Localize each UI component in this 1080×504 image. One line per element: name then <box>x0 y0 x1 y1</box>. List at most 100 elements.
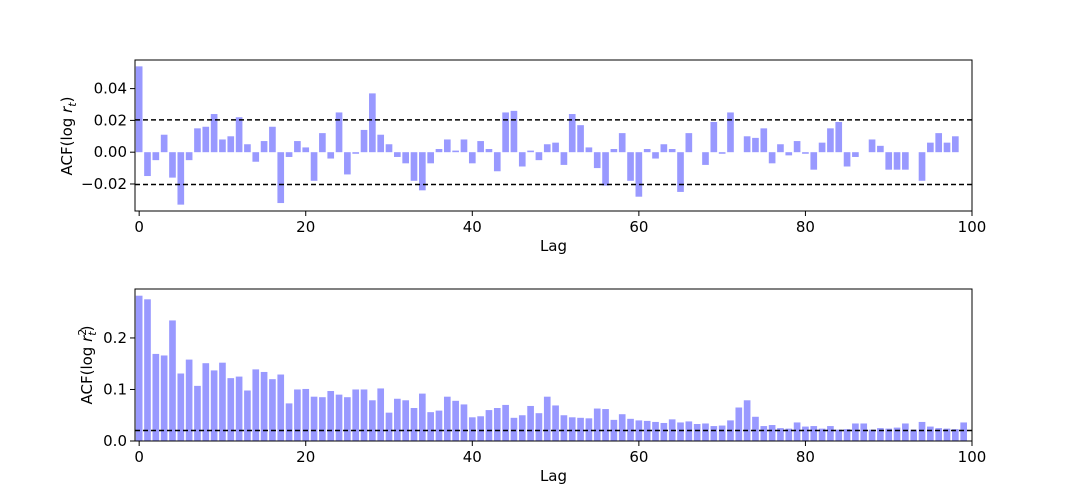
acf-bar-lag-7 <box>194 128 201 153</box>
acf-bar-lag-88 <box>868 139 876 153</box>
acf-bar-lag-73 <box>743 136 751 153</box>
acf-bar-lag-6 <box>185 359 193 441</box>
acf-bar-lag-38 <box>452 400 459 441</box>
acf-bar-lag-96 <box>935 133 943 153</box>
acf-bar-lag-57 <box>610 419 618 441</box>
acf-bar-lag-81 <box>810 152 818 170</box>
acf-bar-lag-39 <box>460 139 468 153</box>
acf-bar-lag-67 <box>693 424 701 441</box>
acf-bar-lag-81 <box>810 426 818 441</box>
acf-bar-lag-98 <box>952 429 959 441</box>
acf-bar-lag-87 <box>860 423 868 441</box>
acf-bar-lag-52 <box>568 114 576 153</box>
acf-bar-lag-40 <box>468 152 476 164</box>
acf-bar-lag-39 <box>460 404 468 441</box>
acf-bar-lag-88 <box>868 429 876 441</box>
acf-bar-lag-45 <box>510 417 518 441</box>
acf-bar-lag-0 <box>135 295 143 441</box>
acf-bar-lag-9 <box>210 114 218 153</box>
acf-bar-lag-71 <box>727 112 734 153</box>
acf-bar-lag-99 <box>960 422 967 441</box>
acf-bar-lag-1 <box>144 299 151 441</box>
x-axis-label: Lag <box>540 237 567 255</box>
acf-bar-lag-5 <box>177 373 185 441</box>
acf-bar-lag-91 <box>893 427 901 441</box>
acf-bar-lag-3 <box>160 134 168 153</box>
acf-bar-lag-75 <box>760 128 768 153</box>
acf-bar-lag-7 <box>194 385 201 441</box>
acf-bar-lag-80 <box>802 152 809 154</box>
acf-bar-lag-24 <box>335 394 343 441</box>
acf-bar-lag-0 <box>135 66 143 153</box>
acf-log-squared-returns-panel: 0 20 40 60 80 100 0.0 0.1 0.2 Lag ACF(log r2t) <box>76 288 986 485</box>
acf-bar-lag-27 <box>360 129 368 153</box>
acf-bar-lag-42 <box>485 149 493 153</box>
acf-bar-lag-49 <box>543 396 551 441</box>
acf-bar-lag-6 <box>185 152 193 161</box>
acf-bar-lag-36 <box>435 410 443 441</box>
acf-bar-lag-98 <box>952 136 959 153</box>
acf-bar-lag-28 <box>369 400 376 441</box>
acf-bar-lag-86 <box>852 152 859 157</box>
x-tick-label: 60 <box>629 218 648 236</box>
acf-bar-lag-28 <box>369 93 376 153</box>
acf-bar-lag-83 <box>827 128 834 153</box>
acf-bar-lag-64 <box>668 149 676 153</box>
plot-frame <box>134 288 973 442</box>
acf-bar-lag-1 <box>144 152 151 177</box>
acf-bar-lag-13 <box>244 144 251 153</box>
acf-bar-lag-92 <box>902 152 909 170</box>
acf-bar-lag-76 <box>768 425 776 441</box>
acf-bar-lag-50 <box>552 142 559 153</box>
acf-bar-lag-3 <box>160 355 168 441</box>
acf-bar-lag-25 <box>344 152 351 175</box>
acf-bar-lag-23 <box>327 391 335 441</box>
x-tick-label: 80 <box>796 448 815 466</box>
acf-bar-lag-79 <box>793 141 801 153</box>
acf-bar-lag-97 <box>943 142 951 153</box>
acf-bar-lag-44 <box>502 112 509 153</box>
acf-bar-lag-33 <box>410 152 418 181</box>
acf-bar-lag-56 <box>602 409 609 441</box>
acf-bar-lag-32 <box>402 400 409 441</box>
acf-bar-lag-69 <box>710 121 718 153</box>
y-tick-label: 0.02 <box>94 111 127 129</box>
acf-bar-lag-65 <box>677 422 684 441</box>
acf-bar-lag-19 <box>294 389 301 441</box>
acf-bar-lag-70 <box>718 152 726 154</box>
y-tick-label: 0.00 <box>94 143 127 161</box>
acf-bar-lag-52 <box>568 417 576 441</box>
acf-bar-lag-85 <box>843 152 851 167</box>
x-tick-label: 60 <box>629 448 648 466</box>
acf-bar-lag-54 <box>585 147 593 153</box>
acf-bar-lag-47 <box>527 405 534 441</box>
acf-bar-lag-60 <box>635 420 643 441</box>
acf-bar-lag-75 <box>760 426 768 441</box>
acf-bar-lag-14 <box>252 152 260 162</box>
acf-bar-lag-89 <box>877 428 884 441</box>
acf-bar-lag-4 <box>169 320 176 441</box>
x-tick-label: 20 <box>296 448 315 466</box>
acf-bar-lag-34 <box>419 393 426 441</box>
acf-bar-lag-41 <box>477 416 484 441</box>
acf-bar-lag-41 <box>477 141 484 153</box>
acf-bar-lag-94 <box>918 421 926 441</box>
acf-bar-lag-60 <box>635 152 643 197</box>
acf-bar-lag-42 <box>485 410 493 441</box>
y-tick-label: −0.02 <box>81 175 127 193</box>
acf-bar-lag-73 <box>743 400 751 441</box>
plot-frame <box>134 59 973 212</box>
acf-bar-lag-32 <box>402 152 409 164</box>
acf-bar-lag-30 <box>385 144 393 153</box>
acf-bar-lag-49 <box>543 144 551 153</box>
x-tick-label: 40 <box>463 448 482 466</box>
y-axis-label-subscript: t <box>66 102 79 107</box>
acf-bar-lag-36 <box>435 149 443 153</box>
acf-bar-lag-94 <box>918 152 926 181</box>
acf-bar-lag-54 <box>585 418 593 441</box>
acf-bar-lag-86 <box>852 423 859 441</box>
acf-bar-lag-45 <box>510 110 518 153</box>
y-axis-label-suffix: ) <box>78 326 96 332</box>
acf-bar-lag-17 <box>277 374 285 441</box>
